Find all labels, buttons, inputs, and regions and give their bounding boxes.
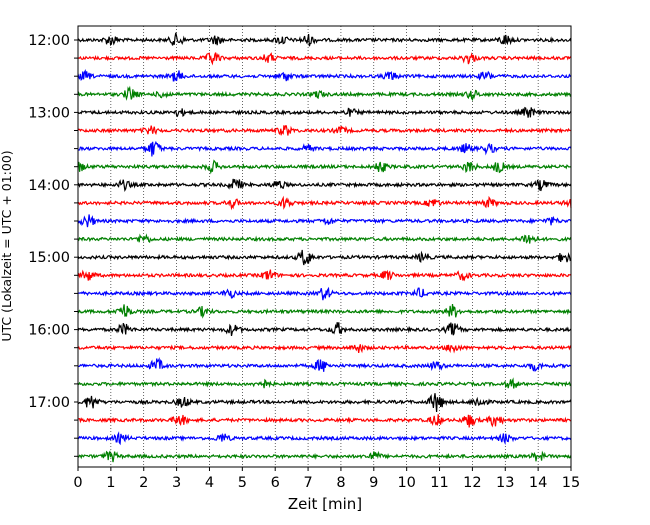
- trace-line: [77, 125, 572, 136]
- trace-line: [77, 414, 572, 428]
- plot-frame: [77, 25, 572, 468]
- trace-line: [77, 344, 572, 354]
- x-tick-label: 1: [106, 475, 115, 491]
- trace-line: [77, 322, 572, 337]
- y-axis: 12:00 13:00 14:00 15:00 16:00 17:00: [28, 33, 78, 457]
- x-tick-label: 6: [271, 475, 280, 491]
- x-tick-label: 11: [430, 475, 448, 491]
- trace-line: [77, 249, 572, 266]
- y-tick-label: 12:00: [28, 33, 70, 49]
- y-tick-label: 15:00: [28, 250, 70, 266]
- x-tick-label: 7: [303, 475, 312, 491]
- trace-line: [77, 69, 572, 82]
- trace-line: [77, 52, 572, 66]
- trace-line: [77, 450, 572, 463]
- y-axis-label: UTC (Lokalzeit = UTC + 01:00): [0, 150, 14, 341]
- y-tick-label: 14:00: [28, 178, 70, 194]
- x-tick-label: 4: [205, 475, 214, 491]
- x-tick-label: 9: [369, 475, 378, 491]
- x-tick-label: 14: [529, 475, 547, 491]
- x-tick-label: 13: [496, 475, 514, 491]
- x-tick-label: 0: [73, 475, 82, 491]
- x-tick-label: 3: [172, 475, 181, 491]
- y-tick-label: 16:00: [28, 323, 70, 339]
- x-axis-label: Zeit [min]: [288, 495, 362, 513]
- trace-line: [77, 286, 572, 301]
- trace-line: [77, 178, 572, 192]
- x-tick-label: 10: [397, 475, 415, 491]
- trace-line: [77, 393, 572, 413]
- trace-line: [77, 195, 572, 211]
- x-tick-label: 8: [336, 475, 345, 491]
- y-tick-label: 13:00: [28, 105, 70, 121]
- x-tick-label: 12: [463, 475, 481, 491]
- trace-line: [77, 32, 572, 47]
- trace-line: [77, 85, 572, 102]
- trace-line: [77, 233, 572, 244]
- trace-line: [77, 269, 572, 282]
- x-tick-label: 5: [238, 475, 247, 491]
- trace-line: [77, 357, 572, 372]
- trace-line: [77, 214, 572, 228]
- x-tick-label: 2: [139, 475, 148, 491]
- trace-line: [77, 377, 572, 389]
- x-tick-label: 15: [562, 475, 580, 491]
- trace-line: [77, 159, 571, 175]
- trace-line: [77, 304, 572, 319]
- trace-line: [77, 106, 572, 118]
- trace-line: [77, 140, 572, 157]
- trace-line: [77, 431, 572, 446]
- trace-group: [77, 32, 572, 463]
- y-tick-label: 17:00: [28, 395, 70, 411]
- x-axis: 0 1 2 3 4 5 6 7 8 9 10 11 12 13 14 15: [73, 467, 580, 491]
